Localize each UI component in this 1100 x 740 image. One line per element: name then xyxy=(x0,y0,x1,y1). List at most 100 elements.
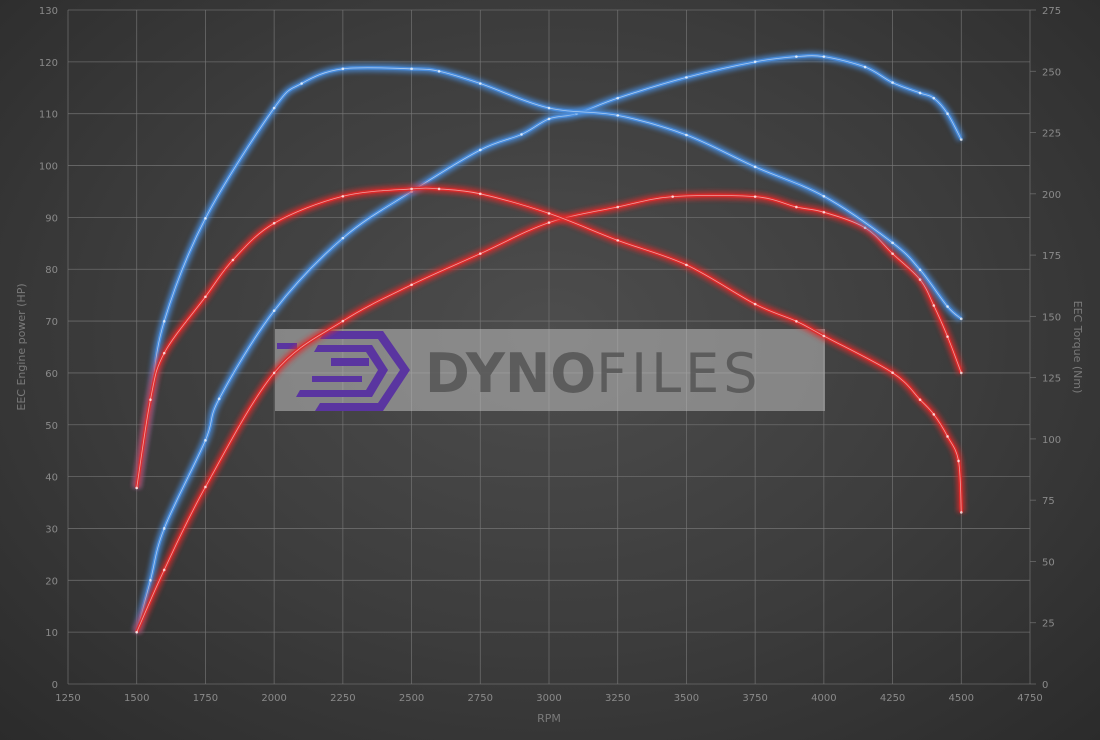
data-point xyxy=(272,309,276,313)
left-tick-label: 0 xyxy=(52,680,58,691)
data-point xyxy=(946,435,949,438)
left-tick-label: 60 xyxy=(45,369,58,380)
data-point xyxy=(918,91,922,95)
data-point xyxy=(478,148,482,152)
data-point xyxy=(437,69,441,73)
data-point xyxy=(891,241,894,245)
dynofiles-watermark: DYNOFILES xyxy=(275,329,825,411)
data-point xyxy=(891,81,894,84)
right-tick-label: 125 xyxy=(1042,374,1061,385)
data-point xyxy=(547,212,551,215)
right-tick-label: 75 xyxy=(1042,496,1055,507)
data-point xyxy=(341,67,345,71)
left-tick-label: 50 xyxy=(45,421,58,432)
data-point xyxy=(437,187,441,191)
data-point xyxy=(753,195,757,198)
left-tick-label: 90 xyxy=(45,213,58,224)
data-point xyxy=(341,194,345,198)
data-point xyxy=(891,252,894,255)
data-point xyxy=(135,486,139,490)
data-point xyxy=(822,55,826,58)
left-tick-label: 80 xyxy=(45,265,58,276)
right-tick-label: 100 xyxy=(1042,435,1061,446)
data-point xyxy=(959,511,963,514)
axis-ticks: 1250 1500 1750 2000 2250 2500 2750 3000 3250 3500… xyxy=(39,6,1061,704)
data-point xyxy=(959,371,963,375)
x-tick-label: 3500 xyxy=(674,693,699,704)
data-point xyxy=(272,371,276,375)
data-point xyxy=(918,398,922,401)
x-tick-label: 4750 xyxy=(1017,693,1042,704)
data-point xyxy=(685,76,688,79)
data-point xyxy=(272,106,276,110)
series-core xyxy=(136,194,962,633)
watermark-text: DYNOFILES xyxy=(425,342,762,405)
x-tick-label: 2750 xyxy=(468,693,493,704)
series-layer xyxy=(132,51,966,634)
data-point xyxy=(822,334,826,338)
left-tick-label: 110 xyxy=(39,110,58,121)
data-point xyxy=(959,317,963,321)
data-point xyxy=(753,302,757,306)
data-point xyxy=(341,236,345,240)
series-red-power xyxy=(133,191,966,634)
data-point xyxy=(918,268,922,272)
data-point xyxy=(932,96,936,100)
left-tick-label: 130 xyxy=(39,6,58,17)
data-point xyxy=(272,221,276,225)
series-core xyxy=(136,187,962,513)
data-point xyxy=(410,187,413,191)
x-tick-label: 3250 xyxy=(605,693,630,704)
data-point xyxy=(891,371,894,375)
data-point xyxy=(149,579,152,582)
x-tick-label: 3750 xyxy=(742,693,767,704)
data-point xyxy=(162,568,166,572)
data-point xyxy=(547,106,551,110)
right-tick-label: 225 xyxy=(1042,129,1061,140)
data-point xyxy=(918,278,922,281)
x-axis-label: RPM xyxy=(537,712,561,725)
data-point xyxy=(478,252,482,255)
data-point xyxy=(231,258,235,262)
x-tick-label: 1750 xyxy=(193,693,218,704)
left-tick-label: 30 xyxy=(45,524,58,535)
right-tick-label: 175 xyxy=(1042,251,1061,262)
right-tick-label: 0 xyxy=(1042,680,1048,691)
data-point xyxy=(753,60,757,64)
data-point xyxy=(410,283,413,287)
data-point xyxy=(822,210,826,214)
right-tick-label: 250 xyxy=(1042,67,1061,78)
left-tick-label: 70 xyxy=(45,317,58,328)
data-point xyxy=(300,82,303,85)
right-tick-label: 275 xyxy=(1042,6,1061,17)
data-point xyxy=(135,630,139,634)
left-tick-label: 20 xyxy=(45,576,58,587)
data-point xyxy=(149,398,152,401)
x-tick-label: 4500 xyxy=(949,693,974,704)
x-tick-label: 3000 xyxy=(536,693,561,704)
data-point xyxy=(204,295,207,299)
data-point xyxy=(616,239,620,242)
data-point xyxy=(753,165,757,169)
data-point xyxy=(863,65,867,69)
right-tick-label: 50 xyxy=(1042,557,1055,568)
data-point xyxy=(204,485,207,489)
data-point xyxy=(685,263,688,267)
data-point xyxy=(410,67,413,71)
x-tick-label: 1250 xyxy=(55,693,80,704)
x-tick-label: 2000 xyxy=(261,693,286,704)
data-point xyxy=(162,319,166,323)
data-point xyxy=(341,319,345,323)
data-point xyxy=(162,351,166,355)
data-point xyxy=(959,138,963,141)
x-tick-label: 4000 xyxy=(811,693,836,704)
data-point xyxy=(616,96,620,100)
data-point xyxy=(795,55,798,58)
left-tick-label: 100 xyxy=(39,162,58,173)
x-tick-label: 2250 xyxy=(330,693,355,704)
data-point xyxy=(162,527,166,530)
right-axis-label: EEC Torque (Nm) xyxy=(1071,301,1084,394)
x-tick-label: 4250 xyxy=(880,693,905,704)
right-tick-label: 25 xyxy=(1042,619,1055,630)
